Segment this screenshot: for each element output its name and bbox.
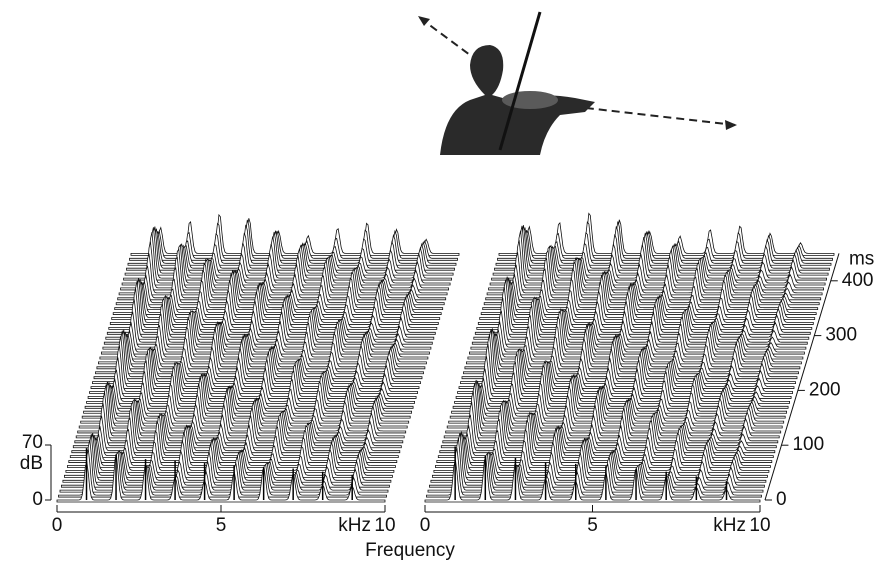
spectrum-slice (492, 225, 829, 276)
y-tick-label: 300 (825, 325, 857, 346)
y-axis-label: ms (849, 248, 874, 269)
x-tick-label: 0 (52, 515, 63, 536)
waterfall-slices (424, 212, 835, 503)
x-axis-title: Frequency (365, 540, 455, 561)
y-tick-label: 400 (842, 270, 874, 291)
x-tick-label: 0 (420, 515, 431, 536)
x-tick-label: 5 (216, 515, 227, 536)
violinist-illustration (418, 11, 737, 155)
z-tick-label: 70 (22, 432, 43, 453)
x-tick-label: 10 (749, 515, 770, 536)
y-tick-label: 100 (792, 434, 824, 455)
z-tick-label: 0 (32, 489, 43, 510)
y-tick-label: 200 (809, 379, 841, 400)
x-tick-label: 5 (587, 515, 598, 536)
z-axis-label: dB (20, 453, 43, 474)
x-unit: kHz (338, 515, 371, 536)
x-tick-label: 10 (374, 515, 395, 536)
y-tick-label: 0 (776, 489, 787, 510)
x-unit: kHz (713, 515, 746, 536)
waterfall-slices (56, 213, 460, 503)
time-axis (764, 253, 840, 501)
